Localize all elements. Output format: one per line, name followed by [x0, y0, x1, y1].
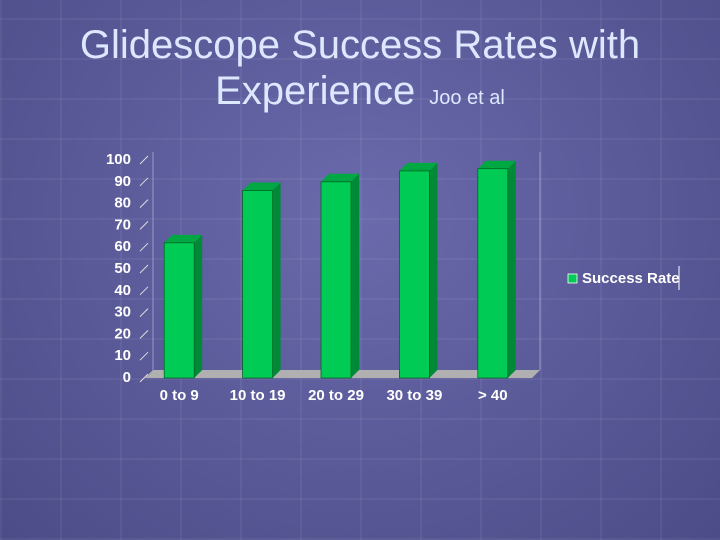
y-tick-label: 60: [114, 238, 131, 255]
y-tick: [139, 351, 149, 361]
legend-label: Success Rate: [582, 270, 680, 287]
x-tick-label: 20 to 29: [308, 387, 364, 404]
y-tick-label: 10: [114, 347, 131, 364]
chart-subtitle: Joo et al: [429, 87, 505, 109]
chart-title: Glidescope Success Rates with Experience: [79, 23, 641, 113]
x-tick-label: > 40: [478, 387, 508, 404]
y-tick: [139, 264, 149, 274]
y-tick-label: 40: [114, 282, 131, 299]
y-tick-label: 90: [114, 173, 131, 190]
y-tick-label: 50: [114, 260, 131, 277]
y-tick-label: 70: [114, 216, 131, 233]
bar-side: [194, 234, 203, 378]
bar-top: [242, 182, 281, 191]
bar: [242, 190, 274, 379]
y-tick: [139, 177, 149, 187]
bar-top: [321, 173, 359, 182]
bar-side: [351, 173, 359, 378]
bar-top: [477, 160, 516, 169]
bar-top: [164, 234, 203, 243]
y-tick: [139, 155, 149, 165]
bar: [320, 181, 352, 379]
bar: [477, 168, 509, 379]
y-tick-label: 0: [123, 369, 131, 386]
y-tick: [139, 242, 149, 252]
y-tick: [139, 330, 149, 339]
y-tick-label: 100: [106, 151, 131, 168]
y-tick: [139, 199, 149, 208]
bar: [163, 242, 195, 379]
bar-side: [507, 160, 516, 378]
legend-swatch: [567, 273, 578, 284]
y-tick: [139, 308, 149, 317]
y-tick-label: 20: [114, 325, 131, 342]
bar: [398, 170, 430, 379]
y-tick-label: 80: [114, 195, 131, 212]
bar-side: [272, 182, 281, 378]
x-tick-label: 0 to 9: [160, 387, 199, 404]
title-block: Glidescope Success Rates with Experience…: [60, 22, 660, 121]
y-tick-label: 30: [114, 304, 131, 321]
bar-top: [399, 162, 438, 171]
x-tick-label: 30 to 39: [386, 387, 442, 404]
y-tick: [139, 286, 149, 296]
y-tick: [139, 221, 149, 230]
y-tick: [139, 373, 149, 383]
bar-side: [429, 162, 438, 378]
x-tick-label: 10 to 19: [230, 387, 286, 404]
